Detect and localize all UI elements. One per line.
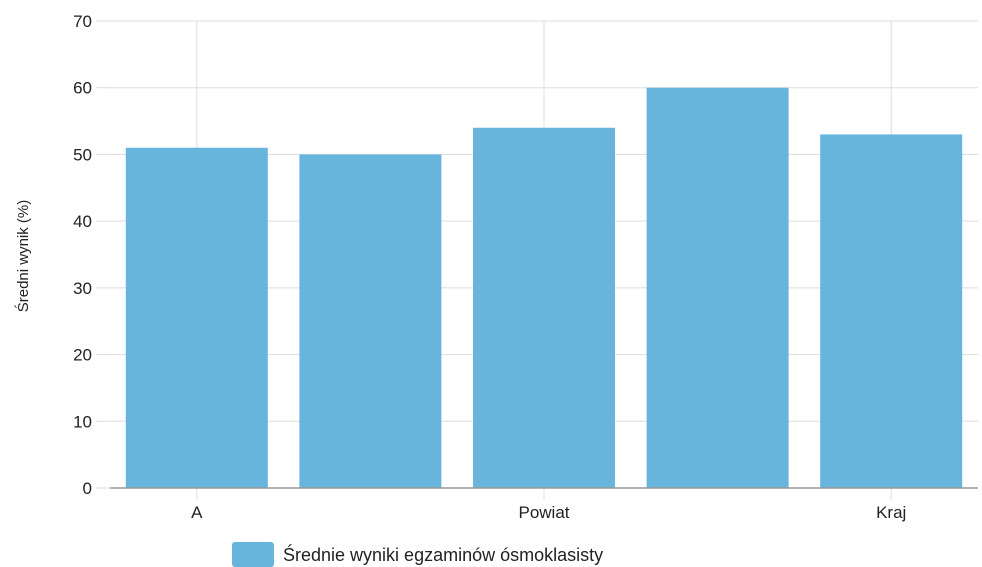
legend-label: Średnie wyniki egzaminów ósmoklasisty	[283, 544, 603, 565]
bar[interactable]	[820, 134, 963, 488]
legend[interactable]: Średnie wyniki egzaminów ósmoklasisty	[232, 542, 603, 567]
y-tick-label: 50	[73, 145, 92, 164]
y-tick-label: 70	[73, 12, 92, 31]
y-axis-title: Średni wynik (%)	[14, 200, 32, 313]
y-tick-label: 0	[83, 479, 92, 498]
legend-swatch	[232, 542, 274, 567]
x-tick-label: Powiat	[518, 503, 569, 522]
y-tick-labels: 0 10 20 30 40 50 60 70	[73, 12, 92, 498]
bar[interactable]	[125, 147, 268, 488]
y-tick-label: 30	[73, 279, 92, 298]
x-tick-label: A	[191, 503, 203, 522]
x-tick-label: Kraj	[876, 503, 906, 522]
y-tick-label: 60	[73, 79, 92, 98]
bar[interactable]	[299, 154, 442, 488]
bars	[125, 87, 963, 488]
y-tick-label: 10	[73, 412, 92, 431]
y-tick-label: 40	[73, 212, 92, 231]
y-tick-label: 20	[73, 346, 92, 365]
bar[interactable]	[646, 87, 789, 488]
x-tick-labels: A Powiat Kraj	[191, 503, 906, 522]
bar[interactable]	[473, 127, 615, 488]
